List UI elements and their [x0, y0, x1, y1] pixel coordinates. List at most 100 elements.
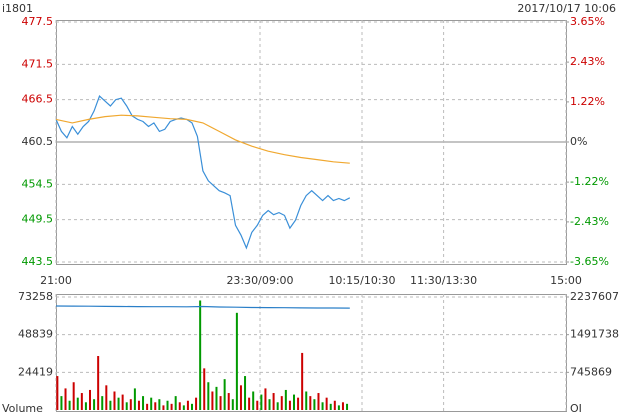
volume-bar: [64, 388, 67, 410]
y2-tick-label: 1.22%: [570, 95, 605, 108]
volume-bar: [235, 312, 238, 410]
volume-bar: [260, 394, 263, 410]
volume-bar: [341, 402, 344, 410]
volume-bar: [101, 396, 104, 410]
y-tick-label: 460.5: [22, 135, 54, 148]
volume-bar: [280, 396, 283, 410]
volume-bar: [97, 356, 100, 410]
y2-tick-label: -2.43%: [570, 215, 609, 228]
volume-bar: [170, 403, 173, 410]
volume-bar: [186, 400, 189, 410]
volume-bar: [76, 397, 79, 410]
volume-bar: [223, 379, 226, 410]
volume-bar: [313, 399, 316, 410]
volume-bar: [244, 376, 247, 410]
volume-bar: [158, 399, 161, 410]
volume-bar: [178, 402, 181, 410]
volume-bar: [231, 399, 234, 410]
volume-bar: [264, 388, 267, 410]
y2-tick-label: 0%: [570, 135, 587, 148]
volume-bar: [84, 402, 87, 410]
volume-bar: [121, 394, 124, 410]
y2-tick-label: 3.65%: [570, 15, 605, 28]
volume-bar: [309, 396, 312, 410]
volume-frame: [56, 294, 567, 412]
volume-bar: [182, 405, 185, 410]
volume-bar: [105, 385, 108, 410]
volume-bar: [56, 376, 59, 410]
y-tick-label: 48839: [18, 328, 53, 341]
volume-bar: [133, 388, 136, 410]
y2-tick-label: 1491738: [570, 328, 619, 341]
volume-bar: [211, 391, 214, 410]
volume-bar: [215, 386, 218, 410]
volume-bar: [329, 403, 332, 410]
symbol: i1801: [2, 2, 33, 15]
volume-bar: [199, 300, 202, 410]
volume-bar: [72, 382, 75, 410]
volume-bar: [333, 400, 336, 410]
volume-bar: [146, 403, 149, 410]
volume-bar: [207, 382, 210, 410]
volume-bar: [150, 397, 153, 410]
volume-bar: [142, 396, 145, 410]
oi-label: OI: [570, 402, 582, 415]
y2-tick-label: 2.43%: [570, 55, 605, 68]
y2-tick-label: -1.22%: [570, 175, 609, 188]
volume-bar: [325, 397, 328, 410]
volume-bar: [321, 402, 324, 410]
volume-bar: [60, 396, 63, 410]
volume-bar: [288, 400, 291, 410]
volume-bar: [297, 397, 300, 410]
y2-tick-label: 2237607: [570, 290, 619, 303]
volume-bar: [166, 400, 169, 410]
volume-bar: [268, 399, 271, 410]
y-tick-label: 443.5: [22, 255, 54, 268]
volume-bar: [113, 391, 116, 410]
y2-tick-label: 745869: [570, 365, 612, 378]
volume-bar: [162, 405, 165, 410]
volume-bar: [195, 397, 198, 410]
y2-tick-label: -3.65%: [570, 255, 609, 268]
y-tick-label: 454.5: [22, 177, 54, 190]
volume-bar: [117, 397, 120, 410]
y-tick-label: 466.5: [22, 93, 54, 106]
volume-bar: [68, 400, 71, 410]
volume-bar: [256, 400, 259, 410]
volume-bar: [137, 400, 140, 410]
line: [55, 95, 351, 250]
volume-bar: [272, 393, 275, 410]
volume-bar: [276, 402, 279, 410]
volume-bar: [89, 389, 91, 410]
volume-bar: [109, 400, 112, 410]
volume-bar: [284, 389, 287, 410]
volume-bar: [301, 352, 304, 410]
y-tick-label: 477.5: [22, 15, 54, 28]
volume-bar: [191, 403, 193, 410]
volume-label: Volume: [2, 402, 43, 415]
volume-bar: [125, 402, 128, 410]
x-tick-label: 15:00: [550, 274, 582, 287]
x-tick-label: 23:30/09:00: [226, 274, 293, 287]
volume-bar: [337, 405, 340, 410]
volume-bar: [293, 394, 295, 410]
datetime: 2017/10/17 10:06: [517, 2, 616, 15]
y-tick-label: 24419: [18, 365, 53, 378]
y-tick-label: 73258: [18, 290, 53, 303]
x-tick-label: 21:00: [40, 274, 72, 287]
volume-bar: [317, 393, 320, 410]
volume-bar: [203, 368, 206, 410]
x-tick-label: 11:30/13:30: [410, 274, 477, 287]
volume-bar: [93, 399, 96, 410]
volume-bar: [154, 402, 157, 410]
volume-bar: [346, 403, 349, 410]
volume-bar: [219, 396, 222, 410]
line: [55, 305, 350, 309]
volume-bar: [129, 399, 132, 410]
y-tick-label: 449.5: [22, 213, 54, 226]
volume-bar: [174, 396, 177, 410]
line: [55, 114, 350, 164]
x-tick-label: 10:15/10:30: [328, 274, 395, 287]
volume-bar: [227, 393, 230, 410]
